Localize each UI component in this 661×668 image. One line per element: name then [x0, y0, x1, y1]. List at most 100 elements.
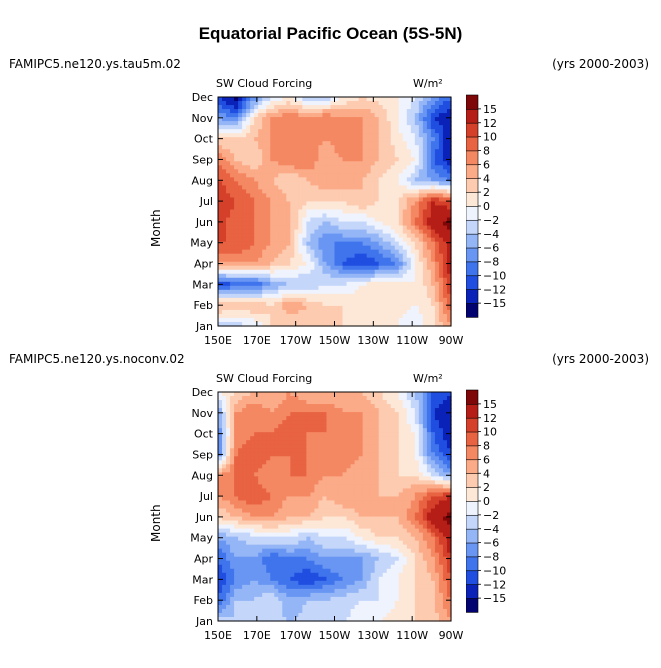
heatmap-cell	[407, 274, 412, 279]
heatmap-cell	[383, 314, 388, 319]
heatmap-cell	[314, 137, 319, 142]
heatmap-cell	[270, 189, 275, 194]
heatmap-cell	[359, 484, 364, 489]
heatmap-cell	[234, 234, 239, 239]
heatmap-cell	[379, 214, 384, 219]
heatmap-cell	[423, 105, 428, 110]
heatmap-cell	[254, 250, 259, 255]
heatmap-cell	[274, 105, 279, 110]
heatmap-cell	[363, 209, 368, 214]
heatmap-cell	[407, 306, 412, 311]
heatmap-cell	[351, 266, 356, 271]
heatmap-cell	[330, 448, 335, 453]
heatmap-cell	[367, 464, 372, 469]
heatmap-cell	[250, 113, 255, 118]
heatmap-cell	[335, 181, 340, 186]
heatmap-cell	[387, 101, 392, 106]
heatmap-cell	[443, 226, 448, 231]
heatmap-cell	[298, 254, 303, 259]
heatmap-cell	[302, 161, 307, 166]
heatmap-cell	[234, 117, 239, 122]
heatmap-cell	[395, 302, 400, 307]
heatmap-cell	[222, 274, 227, 279]
heatmap-cell	[274, 472, 279, 477]
heatmap-cell	[318, 488, 323, 493]
heatmap-cell	[391, 177, 396, 182]
heatmap-cell	[351, 141, 356, 146]
heatmap-cell	[419, 476, 424, 481]
heatmap-cell	[230, 476, 235, 481]
heatmap-cell	[411, 278, 416, 283]
heatmap-cell	[222, 133, 227, 138]
heatmap-cell	[427, 149, 432, 154]
heatmap-cell	[339, 137, 344, 142]
heatmap-cell	[371, 153, 376, 158]
heatmap-cell	[403, 488, 408, 493]
heatmap-cell	[391, 400, 396, 405]
heatmap-cell	[443, 314, 448, 319]
heatmap-cell	[427, 266, 432, 271]
heatmap-cell	[298, 149, 303, 154]
heatmap-cell	[278, 234, 283, 239]
heatmap-cell	[298, 185, 303, 190]
heatmap-cell	[355, 145, 360, 150]
heatmap-cell	[270, 496, 275, 501]
heatmap-cell	[443, 274, 448, 279]
heatmap-cell	[435, 189, 440, 194]
heatmap-cell	[363, 250, 368, 255]
heatmap-cell	[230, 226, 235, 231]
heatmap-cell	[427, 456, 432, 461]
heatmap-cell	[266, 101, 271, 106]
heatmap-cell	[282, 306, 287, 311]
heatmap-cell	[363, 270, 368, 275]
heatmap-cell	[367, 129, 372, 134]
heatmap-cell	[310, 117, 315, 122]
heatmap-cell	[347, 492, 352, 497]
heatmap-cell	[383, 201, 388, 206]
heatmap-cell	[435, 177, 440, 182]
heatmap-cell	[230, 234, 235, 239]
heatmap-cell	[326, 193, 331, 198]
heatmap-cell	[367, 400, 372, 405]
heatmap-cell	[250, 270, 255, 275]
heatmap-cell	[395, 314, 400, 319]
heatmap-cell	[423, 149, 428, 154]
heatmap-cell	[226, 197, 231, 202]
heatmap-cell	[314, 412, 319, 417]
heatmap-cell	[242, 492, 247, 497]
heatmap-cell	[339, 246, 344, 251]
heatmap-cell	[278, 396, 283, 401]
heatmap-cell	[363, 165, 368, 170]
heatmap-cell	[403, 157, 408, 162]
heatmap-cell	[262, 416, 267, 421]
heatmap-cell	[347, 226, 352, 231]
heatmap-cell	[351, 238, 356, 243]
heatmap-cell	[218, 137, 223, 142]
heatmap-cell	[423, 468, 428, 473]
heatmap-cell	[310, 105, 315, 110]
heatmap-cell	[339, 169, 344, 174]
heatmap-cell	[335, 246, 340, 251]
heatmap-cell	[395, 137, 400, 142]
heatmap-cell	[435, 440, 440, 445]
heatmap-cell	[383, 452, 388, 457]
heatmap-cell	[250, 290, 255, 295]
heatmap-cell	[322, 238, 327, 243]
heatmap-cell	[431, 125, 436, 130]
heatmap-cell	[242, 424, 247, 429]
heatmap-cell	[343, 456, 348, 461]
heatmap-cell	[435, 416, 440, 421]
heatmap-cell	[246, 97, 251, 102]
heatmap-cell	[318, 310, 323, 315]
heatmap-cell	[431, 408, 436, 413]
heatmap-cell	[359, 456, 364, 461]
heatmap-cell	[290, 452, 295, 457]
heatmap-cell	[431, 286, 436, 291]
heatmap-cell	[423, 226, 428, 231]
heatmap-cell	[391, 278, 396, 283]
heatmap-cell	[310, 214, 315, 219]
heatmap-cell	[278, 302, 283, 307]
heatmap-cell	[439, 129, 444, 134]
heatmap-cell	[298, 242, 303, 247]
heatmap-cell	[375, 193, 380, 198]
